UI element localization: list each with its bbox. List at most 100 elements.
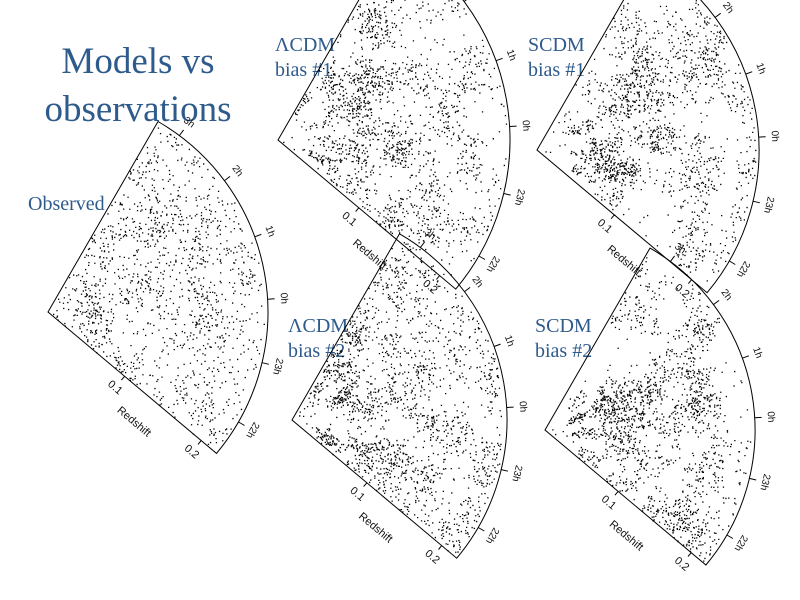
- cone-outline: [544, 247, 756, 566]
- z-tick: [197, 440, 202, 445]
- z-tick-label: 0.1: [339, 210, 358, 229]
- ra-label: 23h: [761, 195, 776, 214]
- ra-label: 23h: [512, 188, 527, 207]
- ra-tick: [254, 233, 262, 238]
- ra-tick: [495, 57, 503, 62]
- ra-tick: [238, 421, 245, 426]
- ra-tick: [752, 200, 760, 204]
- ra-tick: [419, 241, 426, 248]
- ra-label: 0h: [769, 130, 781, 142]
- ra-label: 2h: [718, 287, 733, 302]
- panel-label-scdm-bias1-line1: SCDM: [528, 34, 585, 56]
- z-tick: [610, 214, 615, 220]
- ra-tick: [713, 299, 720, 306]
- ra-label: 1h: [753, 62, 767, 76]
- galaxy-point-cloud: [545, 0, 757, 282]
- galaxy-points: [53, 127, 265, 445]
- ra-label: 0h: [517, 401, 529, 413]
- ra-tick: [729, 260, 736, 265]
- ra-label: 3h: [181, 115, 196, 130]
- ra-label: 3h: [422, 227, 437, 242]
- ra-label: 1h: [502, 334, 516, 348]
- galaxy-points: [283, 0, 508, 276]
- z-tick-label: 0.2: [182, 442, 201, 461]
- ra-tick: [463, 0, 467, 2]
- z-tick: [363, 482, 368, 487]
- ra-tick: [493, 343, 501, 347]
- z-tick: [355, 207, 360, 212]
- panel-label-observed-line1: Observed: [28, 193, 105, 215]
- z-tick-label: 0.2: [420, 278, 439, 297]
- z-tick-label: 0.2: [422, 548, 441, 567]
- cone-outline: [536, 0, 760, 294]
- z-tick: [121, 375, 125, 381]
- ra-tick: [669, 255, 676, 262]
- slide-title-line-1: Models vs: [61, 41, 215, 82]
- z-axis-label: Redshift: [356, 510, 395, 545]
- cone-lcdm-bias1: 3h 2h 1h 0h 23h 22h 0.1 0.2 Redshift: [277, 0, 532, 297]
- z-tick-label: 0.1: [599, 493, 618, 512]
- ra-label: 22h: [732, 533, 750, 553]
- cone-scdm-bias1: 3h 2h 1h 0h 23h 22h 0.1 0.2 Redshift: [536, 0, 781, 301]
- ra-tick: [501, 469, 509, 472]
- galaxy-point-cloud: [299, 242, 502, 553]
- ra-tick: [478, 255, 486, 260]
- z-tick-label: 0.1: [105, 378, 124, 397]
- ra-label: 2h: [469, 274, 484, 289]
- z-tick: [438, 545, 443, 550]
- cone-observed: 3h 2h 1h 0h 23h 22h 0.1 0.2 Redshift: [47, 115, 290, 462]
- ra-tick: [726, 534, 734, 539]
- ra-label: 2h: [229, 163, 244, 178]
- ra-label: 1h: [263, 224, 277, 238]
- ra-label: 0h: [278, 292, 290, 304]
- z-tick: [688, 279, 692, 284]
- ra-tick: [477, 527, 485, 532]
- ra-label: 1h: [750, 346, 764, 360]
- ra-label: 22h: [484, 254, 502, 274]
- galaxy-points: [552, 257, 752, 562]
- panel-label-scdm-bias2: SCDM bias #2: [535, 314, 592, 364]
- ra-label: 23h: [270, 357, 285, 376]
- z-tick: [687, 552, 692, 557]
- ra-tick: [749, 477, 757, 481]
- cone-scdm-bias2: 3h 2h 1h 0h 23h 22h 0.1 0.2 Redshift: [544, 241, 776, 574]
- ra-tick: [464, 286, 471, 293]
- ra-label: 2h: [720, 0, 735, 15]
- ra-tick: [178, 129, 185, 136]
- z-tick: [436, 275, 440, 280]
- panel-label-lcdm-bias1-line1: ΛCDM: [275, 34, 336, 56]
- panel-label-lcdm-bias1: ΛCDM bias #1: [275, 33, 335, 83]
- panel-label-scdm-bias1: SCDM bias #1: [528, 33, 585, 83]
- ra-tick: [714, 12, 721, 18]
- z-axis-label: Redshift: [350, 237, 389, 272]
- ra-label: 23h: [509, 464, 524, 483]
- cone-outline: [291, 233, 508, 559]
- ra-tick: [503, 193, 511, 196]
- galaxy-point-cloud: [552, 257, 752, 562]
- z-axis-label: Redshift: [115, 404, 154, 439]
- z-tick-label: 0.2: [672, 555, 691, 574]
- ra-label: 22h: [243, 420, 261, 440]
- z-axis-label: Redshift: [607, 518, 646, 553]
- z-tick-label: 0.2: [672, 282, 691, 301]
- ra-label: 22h: [734, 259, 752, 279]
- ra-tick: [742, 355, 750, 359]
- galaxy-point-cloud: [283, 0, 508, 276]
- panel-label-lcdm-bias1-line2: bias #1: [275, 59, 333, 81]
- ra-tick: [224, 175, 231, 182]
- ra-label: 3h: [672, 241, 687, 256]
- panel-label-scdm-bias2-line2: bias #2: [535, 340, 593, 362]
- galaxy-points: [299, 242, 502, 553]
- ra-label: 23h: [757, 473, 772, 492]
- panel-label-scdm-bias2-line1: SCDM: [535, 315, 592, 337]
- ra-label: 1h: [504, 48, 518, 62]
- ra-label: 0h: [520, 120, 532, 132]
- cone-lcdm-bias2: 3h 2h 1h 0h 23h 22h 0.1 0.2 Redshift: [291, 227, 529, 567]
- z-tick: [614, 491, 619, 496]
- panel-label-lcdm-bias2: ΛCDM bias #2: [288, 314, 348, 364]
- cone-outline: [277, 0, 511, 290]
- ra-tick: [261, 362, 270, 365]
- slide-title-line-2: observations: [44, 89, 232, 130]
- z-tick-label: 0.1: [595, 217, 614, 236]
